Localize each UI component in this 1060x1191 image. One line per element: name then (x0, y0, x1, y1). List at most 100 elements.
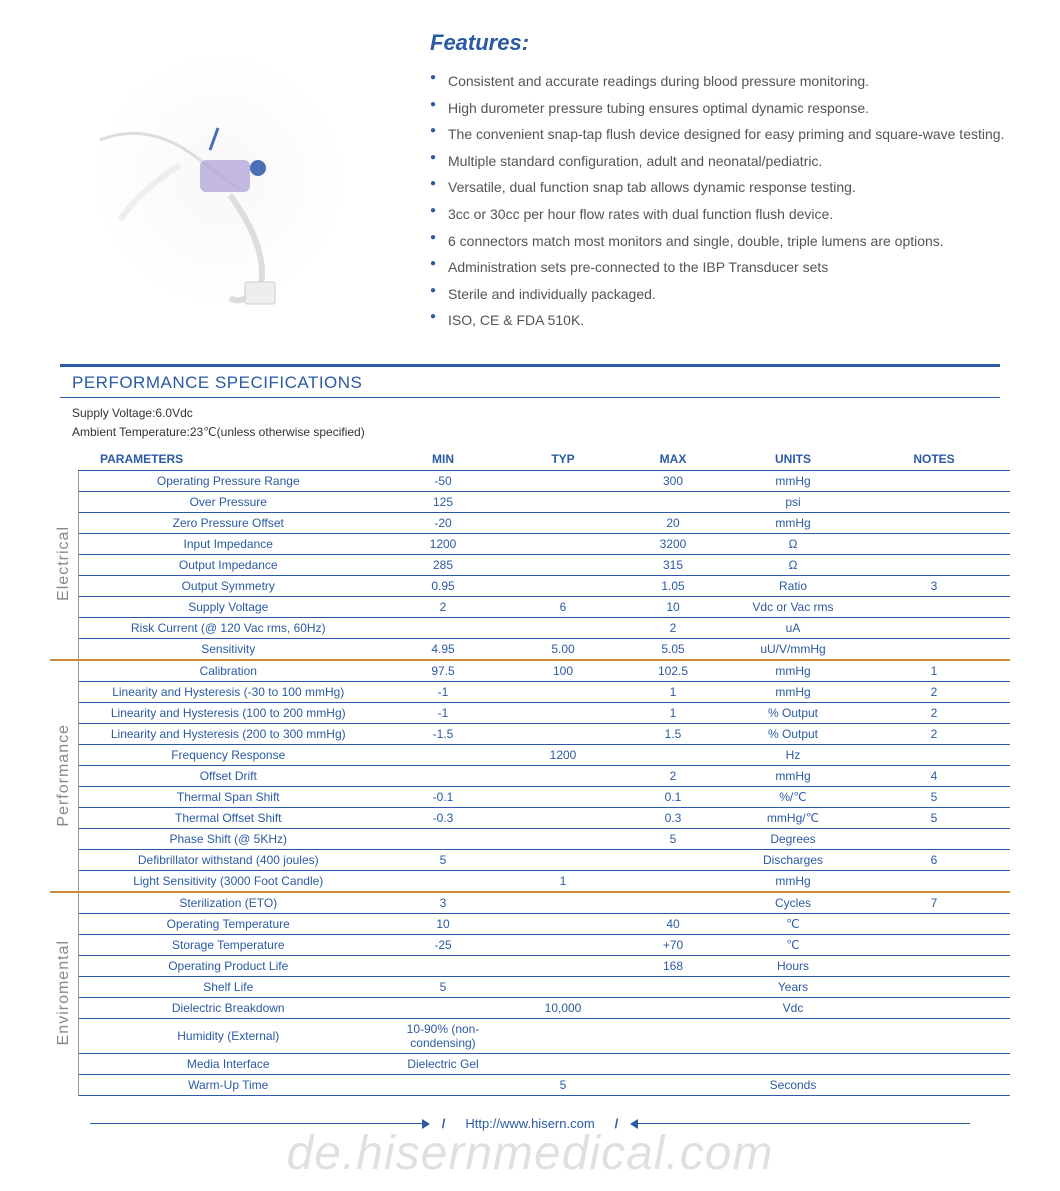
feature-item: Sterile and individually packaged. (430, 281, 1010, 308)
cell-units: ℃ (728, 935, 858, 956)
cell-min: 3 (378, 892, 508, 914)
cell-typ (508, 576, 618, 597)
cell-typ (508, 534, 618, 555)
cell-units: Cycles (728, 892, 858, 914)
cell-max: 0.3 (618, 808, 728, 829)
cell-units: Hz (728, 745, 858, 766)
feature-item: Consistent and accurate readings during … (430, 68, 1010, 95)
cell-max: 40 (618, 914, 728, 935)
cell-max: 315 (618, 555, 728, 576)
cell-param: Linearity and Hysteresis (200 to 300 mmH… (78, 724, 378, 745)
cell-max (618, 1054, 728, 1075)
table-row: Linearity and Hysteresis (200 to 300 mmH… (50, 724, 1010, 745)
cell-max: 1 (618, 682, 728, 703)
cell-param: Storage Temperature (78, 935, 378, 956)
cell-notes: 6 (858, 850, 1010, 871)
cell-notes (858, 471, 1010, 492)
cell-param: Frequency Response (78, 745, 378, 766)
cell-param: Phase Shift (@ 5KHz) (78, 829, 378, 850)
feature-item: High durometer pressure tubing ensures o… (430, 95, 1010, 122)
cell-max (618, 892, 728, 914)
footer-url: Http://www.hisern.com (465, 1116, 594, 1131)
feature-item: 6 connectors match most monitors and sin… (430, 228, 1010, 255)
table-row: Operating Product Life168Hours (50, 956, 1010, 977)
cell-max (618, 977, 728, 998)
cell-min: 97.5 (378, 660, 508, 682)
cell-max: 5 (618, 829, 728, 850)
cell-typ: 6 (508, 597, 618, 618)
cell-units: % Output (728, 724, 858, 745)
cell-units (728, 1019, 858, 1054)
cell-max: 5.05 (618, 639, 728, 661)
cell-units: Vdc (728, 998, 858, 1019)
cell-units: uU/V/mmHg (728, 639, 858, 661)
cell-max (618, 745, 728, 766)
cell-typ (508, 682, 618, 703)
cell-typ (508, 892, 618, 914)
cell-max: 1.05 (618, 576, 728, 597)
cell-typ: 5 (508, 1075, 618, 1096)
cell-param: Sterilization (ETO) (78, 892, 378, 914)
cell-notes (858, 956, 1010, 977)
feature-item: Versatile, dual function snap tab allows… (430, 174, 1010, 201)
table-row: EnviromentalSterilization (ETO)3Cycles7 (50, 892, 1010, 914)
cell-typ (508, 935, 618, 956)
cell-max (618, 1075, 728, 1096)
table-row: PerformanceCalibration97.5100102.5mmHg1 (50, 660, 1010, 682)
cell-min: 10 (378, 914, 508, 935)
cell-typ (508, 513, 618, 534)
table-row: Operating Temperature10 40℃ (50, 914, 1010, 935)
table-row: Over Pressure125psi (50, 492, 1010, 513)
col-min: MIN (378, 448, 508, 471)
cell-notes (858, 597, 1010, 618)
cell-param: Supply Voltage (78, 597, 378, 618)
cell-typ: 5.00 (508, 639, 618, 661)
table-row: Dielectric Breakdown10,000Vdc (50, 998, 1010, 1019)
table-row: Frequency Response1200Hz (50, 745, 1010, 766)
cell-param: Light Sensitivity (3000 Foot Candle) (78, 871, 378, 893)
cell-param: Media Interface (78, 1054, 378, 1075)
cell-notes: 7 (858, 892, 1010, 914)
cell-min: -1 (378, 682, 508, 703)
cell-param: Operating Temperature (78, 914, 378, 935)
cell-max (618, 871, 728, 893)
table-row: Linearity and Hysteresis (-30 to 100 mmH… (50, 682, 1010, 703)
cell-param: Linearity and Hysteresis (100 to 200 mmH… (78, 703, 378, 724)
col-units: UNITS (728, 448, 858, 471)
cell-typ: 1 (508, 871, 618, 893)
table-row: Thermal Offset Shift-0.30.3mmHg/℃5 (50, 808, 1010, 829)
features-title: Features: (430, 30, 1010, 56)
cell-min: -25 (378, 935, 508, 956)
cell-units (728, 1054, 858, 1075)
table-row: Risk Current (@ 120 Vac rms, 60Hz)2uA (50, 618, 1010, 639)
table-row: Media InterfaceDielectric Gel (50, 1054, 1010, 1075)
cell-notes: 3 (858, 576, 1010, 597)
cell-units: mmHg (728, 513, 858, 534)
table-row: Thermal Span Shift-0.10.1%/℃5 (50, 787, 1010, 808)
cell-units: Years (728, 977, 858, 998)
cell-param: Zero Pressure Offset (78, 513, 378, 534)
cell-notes (858, 1019, 1010, 1054)
section-label: Electrical (55, 526, 73, 601)
cell-param: Thermal Offset Shift (78, 808, 378, 829)
cell-param: Dielectric Breakdown (78, 998, 378, 1019)
cell-min: 0.95 (378, 576, 508, 597)
cell-max: 2 (618, 766, 728, 787)
cell-max (618, 998, 728, 1019)
cell-param: Input Impedance (78, 534, 378, 555)
table-row: Input Impedance12003200Ω (50, 534, 1010, 555)
cell-min: 2 (378, 597, 508, 618)
cell-min: 10-90% (non-condensing) (378, 1019, 508, 1054)
cell-units: Ratio (728, 576, 858, 597)
cell-units: mmHg (728, 660, 858, 682)
cell-min (378, 745, 508, 766)
cell-param: Shelf Life (78, 977, 378, 998)
table-row: Shelf Life5Years (50, 977, 1010, 998)
cell-param: Humidity (External) (78, 1019, 378, 1054)
cell-min: -1 (378, 703, 508, 724)
cell-min: -20 (378, 513, 508, 534)
cell-param: Warm-Up Time (78, 1075, 378, 1096)
table-row: Warm-Up Time5Seconds (50, 1075, 1010, 1096)
cell-units: ℃ (728, 914, 858, 935)
cell-notes (858, 639, 1010, 661)
